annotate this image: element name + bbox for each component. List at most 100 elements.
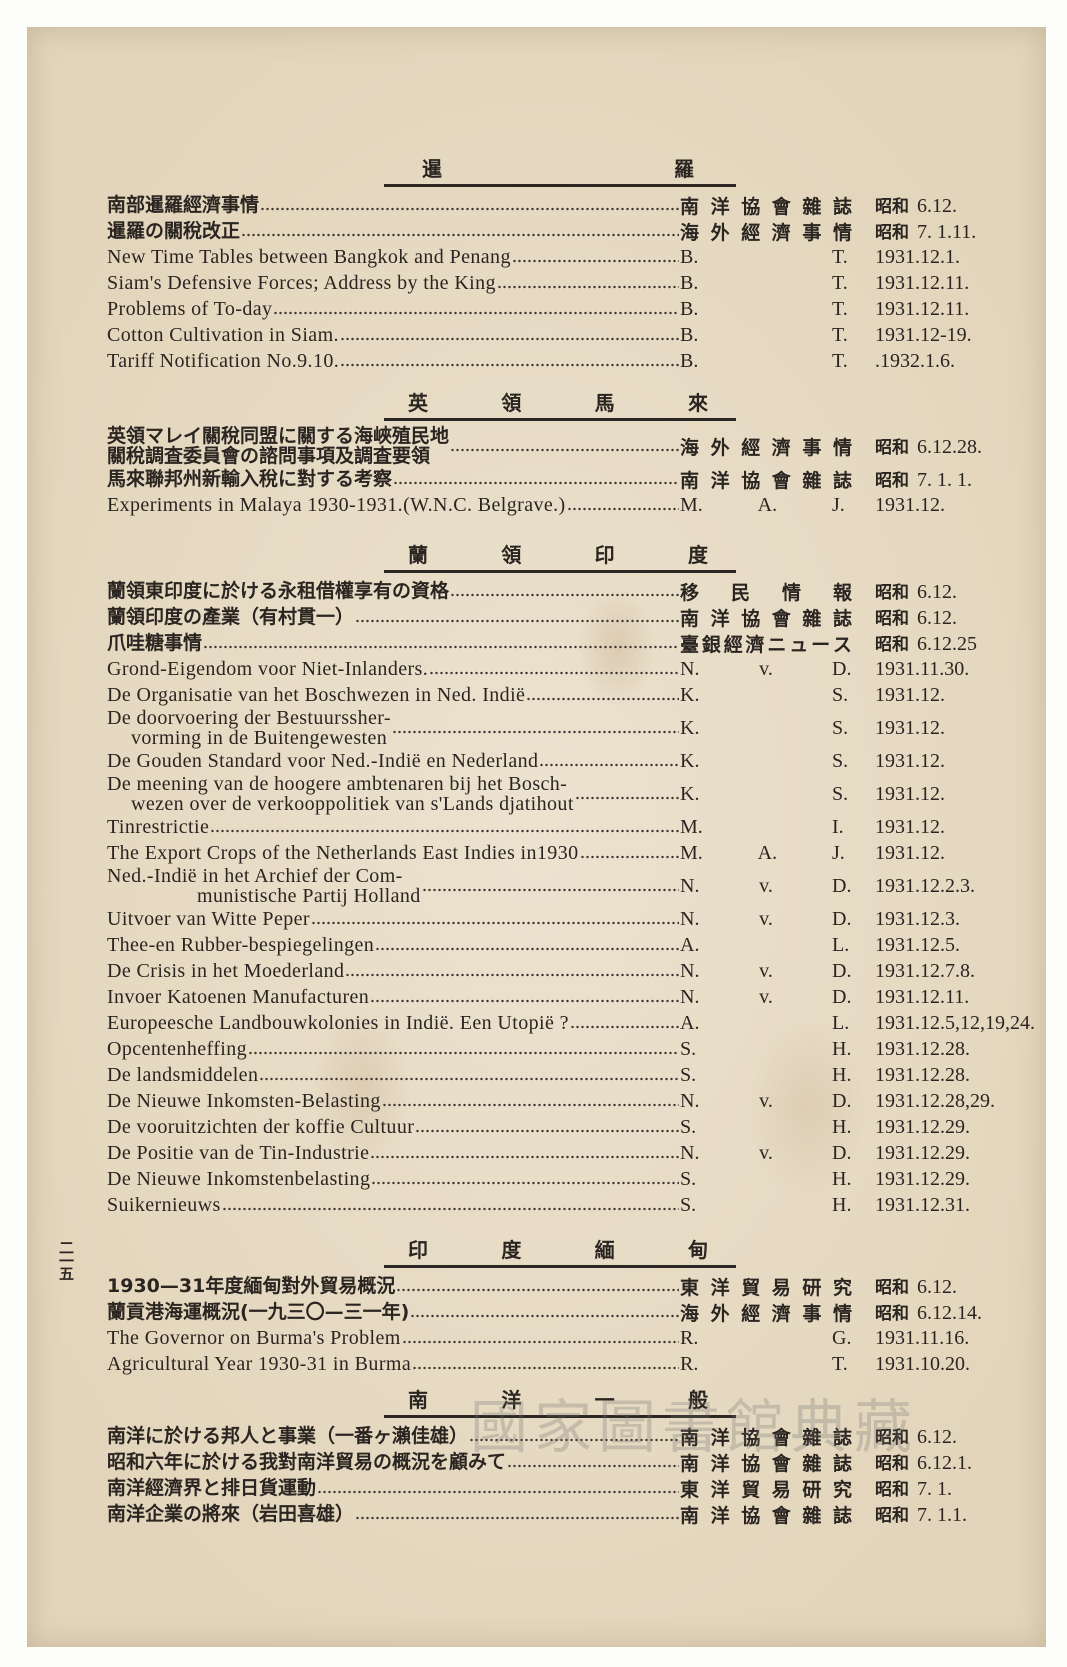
entry-row: De Organisatie van het Boschwezen in Ned… [0,682,1067,708]
entry-date: 昭和 6.12. [875,578,957,604]
dot-leader [370,998,679,1004]
heading-char: 英 [408,391,428,415]
entry-source: N. v. D. [680,960,852,983]
entry-title-line: New Time Tables between Bangkok and Pena… [107,246,511,268]
date-value: 1931.12.7.8. [875,959,975,982]
page-number: 二一五 [57,1240,75,1279]
source-abbrev: I. [831,815,844,838]
source-char: 情 [832,221,852,244]
date-value: 1931.12.3. [875,907,960,930]
date-value: 7. 1.11. [917,221,977,243]
entry-title: 昭和六年に於ける我對南洋貿易の概況を顧みて [107,1452,680,1472]
entry-title-line: De Nieuwe Inkomstenbelasting [107,1168,371,1190]
entry-row: The Governor on Burma's Problem R. G. 1931.… [0,1325,1067,1351]
entry-title-line: De Gouden Standard voor Ned.-Indië en Ne… [107,750,539,772]
entry-row: Tariff Notification No.9.10. B. T. .1932.1.… [0,348,1067,374]
dot-leader [421,887,679,893]
title-lines: De landsmiddelen [107,1065,258,1085]
entry-source: S. H. [680,1194,852,1217]
heading-char: 馬 [594,391,615,415]
source-char: 事 [802,1302,822,1325]
source-char: 雜 [802,195,822,218]
entry-title-line: 蘭領東印度に於ける永租借權享有の資格 [107,580,450,602]
source-abbrev: B. [680,323,699,346]
title-lines: The Export Crops of the Netherlands East… [107,843,579,863]
entry-title: De meening van de hoogere ambtenaren bij… [107,774,680,814]
title-lines: De vooruitzichten der koffie Cultuur [107,1117,414,1137]
source-char: ュ [789,633,809,656]
entry-source: 南洋協會雜誌 [680,604,852,631]
source-abbrev: N. [680,874,700,897]
title-lines: Problems of To-day [107,299,272,319]
entry-source: S. H. [680,1064,852,1087]
source-abbrev: A. [757,841,778,864]
entry-title: Suikernieuws [107,1195,680,1215]
source-abbrev: S. [832,749,849,772]
entry-source: N. v. D. [680,1090,852,1113]
source-abbrev: D. [832,874,852,897]
entry-title: De Positie van de Tin-Industrie [107,1143,680,1163]
dot-leader [393,480,679,486]
date-value: 7. 1. [917,1478,952,1500]
dot-leader [469,1437,679,1443]
source-char: 濟 [771,221,791,244]
source-char: 誌 [832,1452,852,1475]
entry-row: Ned.-Indië in het Archief der Com-munist… [0,866,1067,906]
source-abbrev: A. [757,493,778,516]
date-value: 1931.12.28. [875,1037,970,1060]
date-value: 1931.12. [875,716,945,739]
entry-title-line: 暹羅の關稅改正 [107,220,241,242]
entry-title-line: Experiments in Malaya 1930-1931.(W.N.C. … [107,494,566,516]
entry-source: N. v. D. [680,658,852,681]
title-lines: Invoer Katoenen Manufacturen [107,987,369,1007]
date-value: 6.12. [917,1276,957,1298]
source-abbrev: R. [680,1326,699,1349]
date-value: 1931.10.20. [875,1352,970,1375]
entry-source: B. T. [680,298,852,321]
entry-row: Suikernieuws S. H. 1931.12.31. [0,1192,1067,1218]
entry-title-line: 南洋經濟界と排日貨運動 [107,1477,317,1499]
dot-leader [496,284,679,290]
date-value: 1931.12. [875,683,945,706]
entry-row: Experiments in Malaya 1930-1931.(W.N.C. … [0,492,1067,518]
entry-source: 南洋協會雜誌 [680,466,852,493]
source-char: 海 [680,1302,700,1325]
source-char: 南 [680,1426,700,1449]
source-char: 情 [832,436,852,459]
entry-row: New Time Tables between Bangkok and Pena… [0,244,1067,270]
entry-date: 1931.12.29. [875,1168,970,1191]
heading-char: 洋 [501,1388,522,1412]
entry-row: Agricultural Year 1930-31 in Burma R. T. 19… [0,1351,1067,1377]
era-label: 昭和 [875,635,909,655]
source-abbrev: v. [759,657,773,680]
source-char: 情 [781,581,801,604]
source-abbrev: v. [759,985,773,1008]
entry-row: 蘭領東印度に於ける永租借權享有の資格 移 民 情 報 昭和 6.12. [0,578,1067,604]
dot-leader [210,828,679,834]
source-char: 情 [832,1302,852,1325]
heading-char: 蘭 [408,543,428,567]
entry-row: Thee-en Rubber-bespiegelingen A. L. 1931.12… [0,932,1067,958]
entry-title: Uitvoer van Witte Peper [107,909,680,929]
date-value: 1931.12.29. [875,1115,970,1138]
entry-title-line: 關稅調査委員會の諮問事項及調査要領 [107,445,431,467]
source-abbrev: T. [832,323,848,346]
dot-leader [507,1463,679,1469]
entry-source: M. A. J. [680,842,852,865]
source-char: 研 [802,1478,822,1501]
date-value: 1931.12.31. [875,1193,970,1216]
source-char: 南 [680,1452,700,1475]
source-abbrev: G. [832,1326,852,1349]
source-abbrev: v. [759,1089,773,1112]
source-abbrev: S. [832,716,849,739]
source-abbrev [756,246,776,269]
source-abbrev: L. [832,933,850,956]
source-abbrev [756,350,776,373]
entry-date: 1931.12.28. [875,1038,970,1061]
source-char: 會 [771,1452,791,1475]
date-value: 6.12.14. [917,1302,982,1324]
heading-rule [384,418,736,421]
date-value: 1931.12.29. [875,1167,970,1190]
entry-source: B. T. [680,350,852,373]
entry-title: Grond-Eigendom voor Niet-Inlanders. [107,659,680,679]
